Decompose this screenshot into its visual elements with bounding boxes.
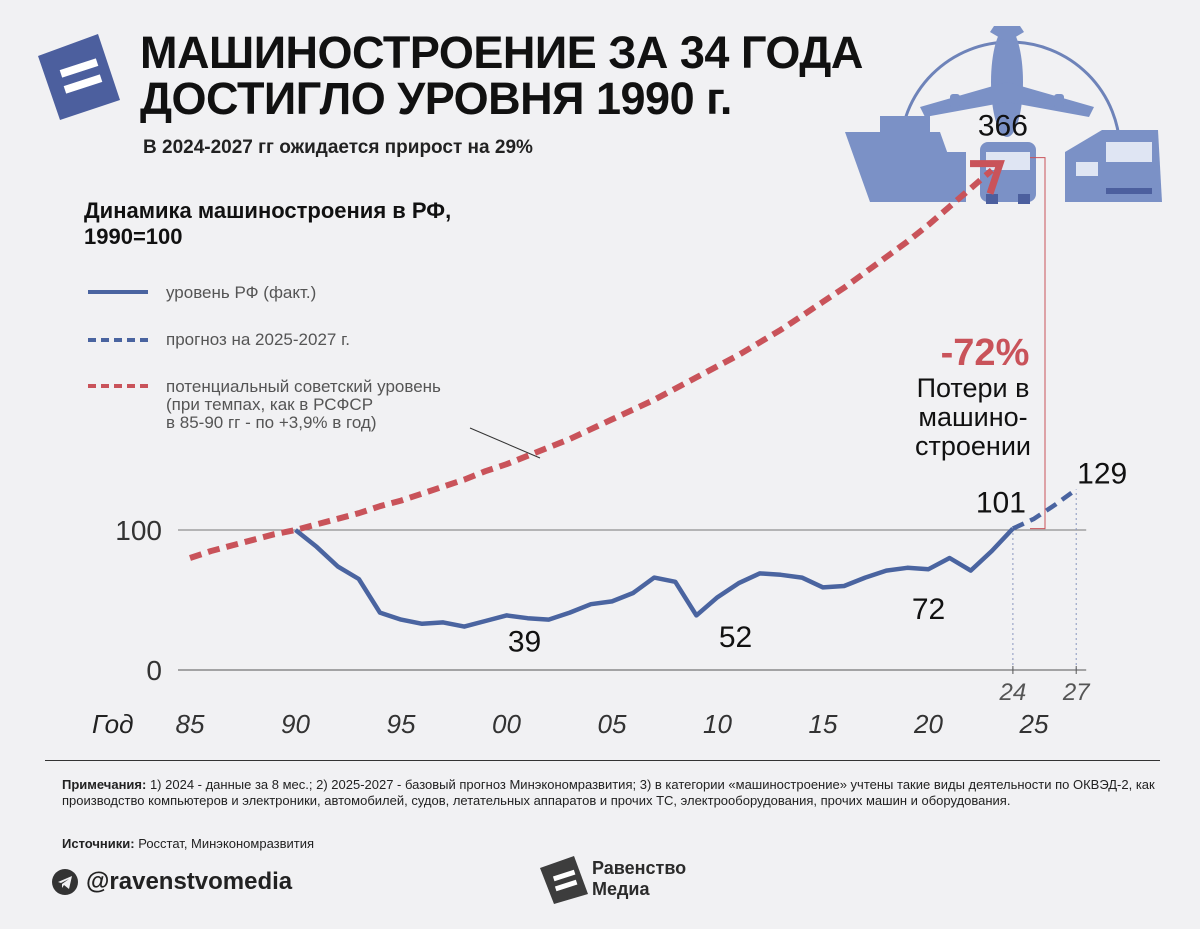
logo-icon: [38, 34, 120, 120]
legend-label-actual: уровень РФ (факт.): [166, 283, 317, 302]
telegram-handle[interactable]: @ravenstvomedia: [86, 868, 293, 895]
brand-logo-icon: [540, 856, 588, 904]
chart-title: Динамика машиностроения в РФ, 1990=100: [84, 198, 452, 249]
data-label: 39: [508, 625, 541, 658]
transport-illustration-icon: [845, 26, 1162, 204]
y-tick-label: 0: [146, 655, 162, 686]
x-tick-label: 10: [703, 709, 732, 739]
x-extra-tick-label: 27: [1062, 679, 1091, 706]
y-tick-label: 100: [115, 515, 162, 546]
x-tick-label: 00: [492, 709, 521, 739]
legend-pointer-line: [469, 427, 541, 459]
brand-name: Равенство Медиа: [592, 858, 687, 899]
loss-caption: Потери в машино- строении: [915, 373, 1031, 461]
data-label: 52: [719, 621, 752, 654]
legend-label-soviet: потенциальный советский уровень (при тем…: [166, 377, 441, 432]
page-subtitle: В 2024-2027 гг ожидается прирост на 29%: [143, 137, 533, 158]
x-tick-label: 85: [176, 709, 205, 739]
x-tick-label: 20: [913, 709, 943, 739]
series-line-actual: [294, 527, 1015, 629]
loss-percent: -72%: [940, 332, 1030, 374]
sources: Источники: Росстат, Минэкономразвития: [62, 836, 315, 851]
page-title: МАШИНОСТРОЕНИЕ ЗА 34 ГОДА ДОСТИГЛО УРОВН…: [140, 27, 863, 124]
x-tick-label: 95: [387, 709, 416, 739]
chart-plot: 0 100 Год 85 90 95 00 05 10 15 20 25 24 27 39 52 72 101 12…: [92, 110, 1127, 739]
legend-label-forecast: прогноз на 2025-2027 г.: [166, 330, 350, 349]
airplane-icon: [920, 26, 1094, 137]
loss-bracket: [1030, 157, 1046, 530]
x-tick-label: 25: [1019, 709, 1049, 739]
data-label: 72: [912, 593, 945, 626]
data-label: 366: [978, 110, 1028, 143]
x-tick-label: 90: [281, 709, 310, 739]
telegram-icon: [52, 869, 78, 895]
x-tick-label: 05: [598, 709, 627, 739]
x-axis-title: Год: [92, 709, 134, 739]
train-icon: [1065, 130, 1162, 202]
footer-divider: [45, 760, 1160, 761]
data-label: 101: [976, 487, 1026, 520]
data-label: 129: [1077, 457, 1127, 490]
soviet-arrow-head: [970, 160, 1005, 195]
footnote: Примечания: 1) 2024 - данные за 8 мес.; …: [62, 777, 1155, 808]
x-extra-tick-label: 24: [999, 679, 1027, 706]
series-line-soviet: [189, 167, 994, 561]
series-line-forecast: [1011, 487, 1078, 531]
ship-icon: [845, 116, 966, 202]
x-tick-label: 15: [809, 709, 838, 739]
legend-swatches: [88, 290, 148, 388]
